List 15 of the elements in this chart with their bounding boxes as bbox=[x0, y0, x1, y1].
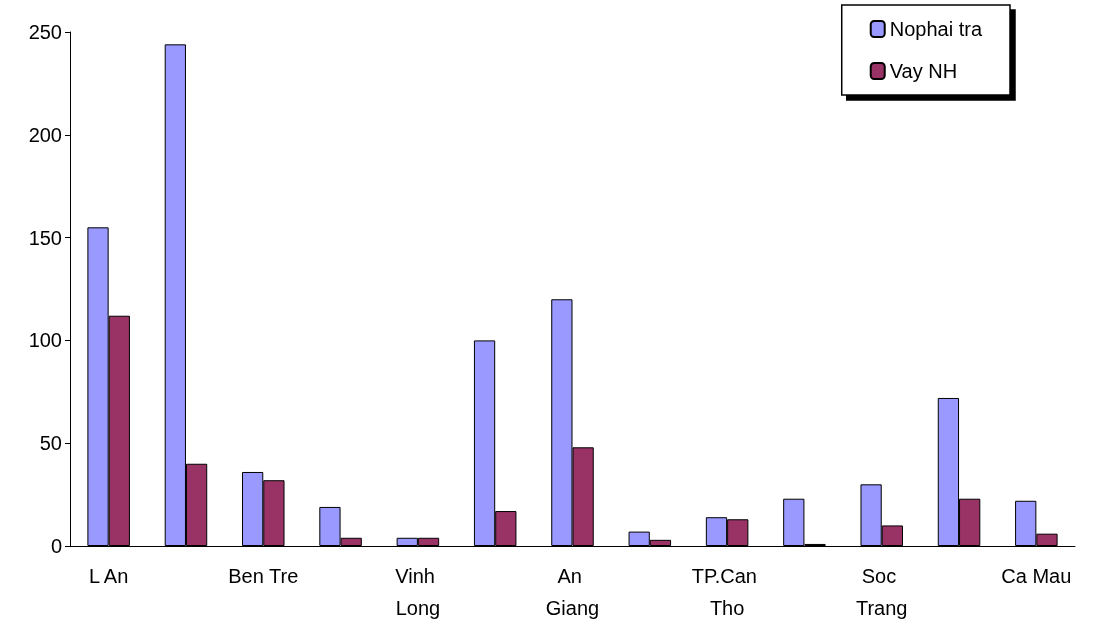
x-tick-label: TP.Can Tho bbox=[691, 565, 763, 619]
x-tick-label: Soc Trang bbox=[855, 565, 908, 619]
y-tick-label: 100 bbox=[28, 329, 62, 352]
legend-label: Vay NH bbox=[889, 60, 958, 82]
x-tick-label: L An bbox=[89, 565, 129, 587]
y-tick-label: 50 bbox=[39, 432, 62, 455]
y-tick-label: 150 bbox=[28, 226, 62, 249]
y-tick-label: 200 bbox=[28, 123, 62, 146]
x-tick-label: Ca Mau bbox=[1001, 565, 1072, 587]
legend-label: Nophai tra bbox=[889, 18, 983, 40]
x-tick-label: Ben Tre bbox=[228, 565, 299, 587]
y-tick-label: 250 bbox=[28, 21, 62, 43]
y-tick-label: 0 bbox=[50, 535, 62, 557]
x-tick-label: Vinh Long bbox=[395, 565, 441, 619]
x-tick-label: An Giang bbox=[545, 565, 600, 619]
